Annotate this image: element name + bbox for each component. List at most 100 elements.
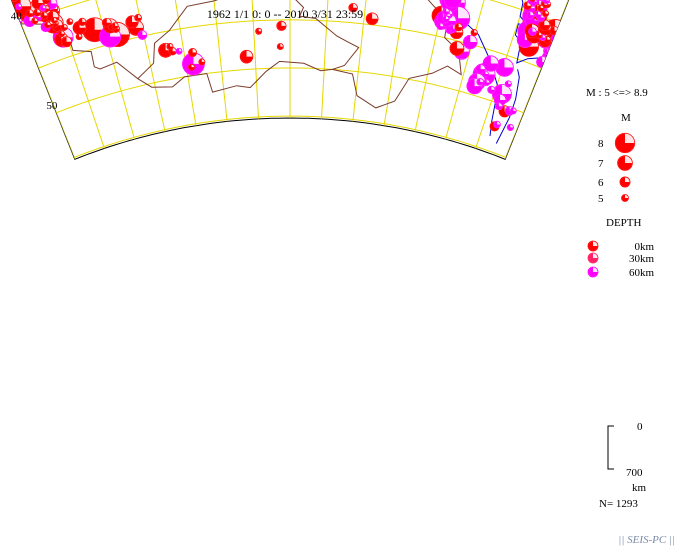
quake-mechanism-quadrant — [625, 194, 629, 198]
quake-mechanism-quadrant — [192, 48, 197, 53]
quake-outline — [619, 176, 631, 188]
earthquake-symbol — [476, 78, 485, 86]
quake-outline — [535, 31, 543, 39]
earthquake-symbol — [442, 15, 450, 23]
map-frame — [10, 0, 570, 160]
graticule-meridian — [414, 0, 494, 132]
graticule-meridian — [86, 0, 166, 132]
earthquake-symbol — [66, 18, 74, 26]
coastline-segment — [377, 0, 499, 137]
depth-legend-title: DEPTH — [606, 217, 642, 229]
quake-mechanism-quadrant — [498, 102, 503, 107]
quake-outline — [493, 120, 501, 129]
earthquake-symbol — [58, 30, 65, 38]
earthquake-symbol — [44, 21, 52, 29]
quake-outline — [494, 102, 503, 111]
quake-mechanism-quadrant — [117, 22, 130, 35]
earthquake-symbol — [475, 64, 486, 75]
quake-mechanism-quadrant — [508, 80, 512, 84]
earthquake-symbol — [529, 0, 536, 2]
quake-body — [549, 56, 557, 64]
earthquake-symbol — [348, 2, 358, 13]
quake-mechanism-quadrant — [491, 86, 495, 90]
quake-outline — [276, 20, 287, 31]
quake-mechanism-quadrant — [593, 253, 598, 258]
quake-outline — [523, 1, 532, 10]
earthquake-symbol — [548, 48, 556, 56]
quake-outline — [175, 47, 183, 55]
quake-body — [548, 47, 556, 55]
quake-mechanism-quadrant — [532, 27, 537, 32]
quake-mechanism-quadrant — [544, 19, 550, 26]
quake-mechanism-quadrant — [8, 3, 12, 8]
quake-mechanism-quadrant — [51, 0, 58, 4]
quake-mechanism-quadrant — [500, 94, 506, 100]
quake-mechanism-quadrant — [545, 10, 549, 14]
quake-outline — [621, 194, 629, 202]
earthquake-symbol — [443, 0, 462, 9]
graticule — [0, 0, 641, 160]
quake-outline — [17, 32, 26, 40]
quake-mechanism-quadrant — [539, 32, 543, 36]
quake-mechanism-quadrant — [246, 50, 253, 57]
depth-scale-unit: km — [632, 482, 647, 494]
quake-mechanism-quadrant — [46, 5, 50, 9]
earthquake-symbol — [39, 4, 47, 12]
quake-mechanism-quadrant — [625, 155, 633, 163]
graticule-meridian — [238, 0, 259, 119]
quake-mechanism-quadrant — [179, 48, 183, 52]
quake-outline — [547, 45, 558, 55]
quake-mechanism-quadrant — [47, 21, 51, 25]
quake-mechanism-quadrant — [138, 14, 142, 18]
quake-outline — [470, 29, 478, 37]
quake-outline — [75, 33, 83, 41]
earthquake-symbol — [175, 47, 183, 55]
quake-outline — [534, 10, 542, 19]
quake-outline — [558, 54, 567, 64]
earthquake-symbol — [506, 123, 514, 131]
earthquake-symbol — [463, 34, 478, 50]
earthquake-symbol — [535, 31, 543, 39]
quake-outline — [545, 58, 562, 75]
depth-scale-top: 0 — [637, 421, 643, 433]
quake-mechanism-quadrant — [551, 47, 556, 51]
earthquake-symbol — [442, 7, 450, 16]
quake-mechanism-quadrant — [538, 11, 542, 15]
quake-outline — [463, 34, 478, 50]
earthquake-symbol — [40, 11, 49, 20]
quake-mechanism-quadrant — [142, 30, 147, 36]
quake-outline — [31, 17, 39, 25]
quake-outline — [548, 47, 556, 55]
quake-outline — [66, 18, 74, 26]
quake-mechanism-quadrant — [510, 124, 514, 128]
footer-credit: || SEIS-PC || — [618, 534, 675, 546]
quake-outline — [617, 155, 633, 171]
quake-mechanism-quadrant — [593, 241, 598, 246]
quake-mechanism-quadrant — [550, 47, 554, 51]
quake-mechanism-quadrant — [530, 11, 535, 16]
quake-outline — [442, 15, 450, 23]
earthquake-symbol — [134, 14, 142, 22]
earthquake-symbol — [536, 55, 549, 68]
quake-outline — [506, 123, 514, 131]
earthquake-symbol — [551, 59, 561, 69]
quake-mechanism-quadrant — [474, 29, 478, 33]
quake-outline — [442, 7, 450, 16]
latitude-label: 40 — [11, 10, 23, 22]
earthquake-symbol — [42, 0, 51, 5]
quake-outline — [39, 4, 47, 12]
event-count: N= 1293 — [599, 498, 638, 510]
quake-outline — [134, 14, 142, 22]
quake-outline — [436, 22, 445, 30]
depth-legend-symbol — [587, 252, 599, 264]
quake-outline — [483, 79, 491, 86]
quake-mechanism-quadrant — [555, 34, 561, 40]
depth-legend-label: 0km — [634, 241, 654, 253]
quake-outline — [40, 11, 49, 20]
depth-legend-label: 30km — [629, 253, 655, 265]
quake-mechanism-quadrant — [542, 34, 546, 38]
quake-outline — [33, 8, 42, 17]
quake-mechanism-quadrant — [258, 28, 262, 32]
quake-outline — [60, 36, 73, 48]
quake-mechanism-quadrant — [50, 21, 54, 25]
